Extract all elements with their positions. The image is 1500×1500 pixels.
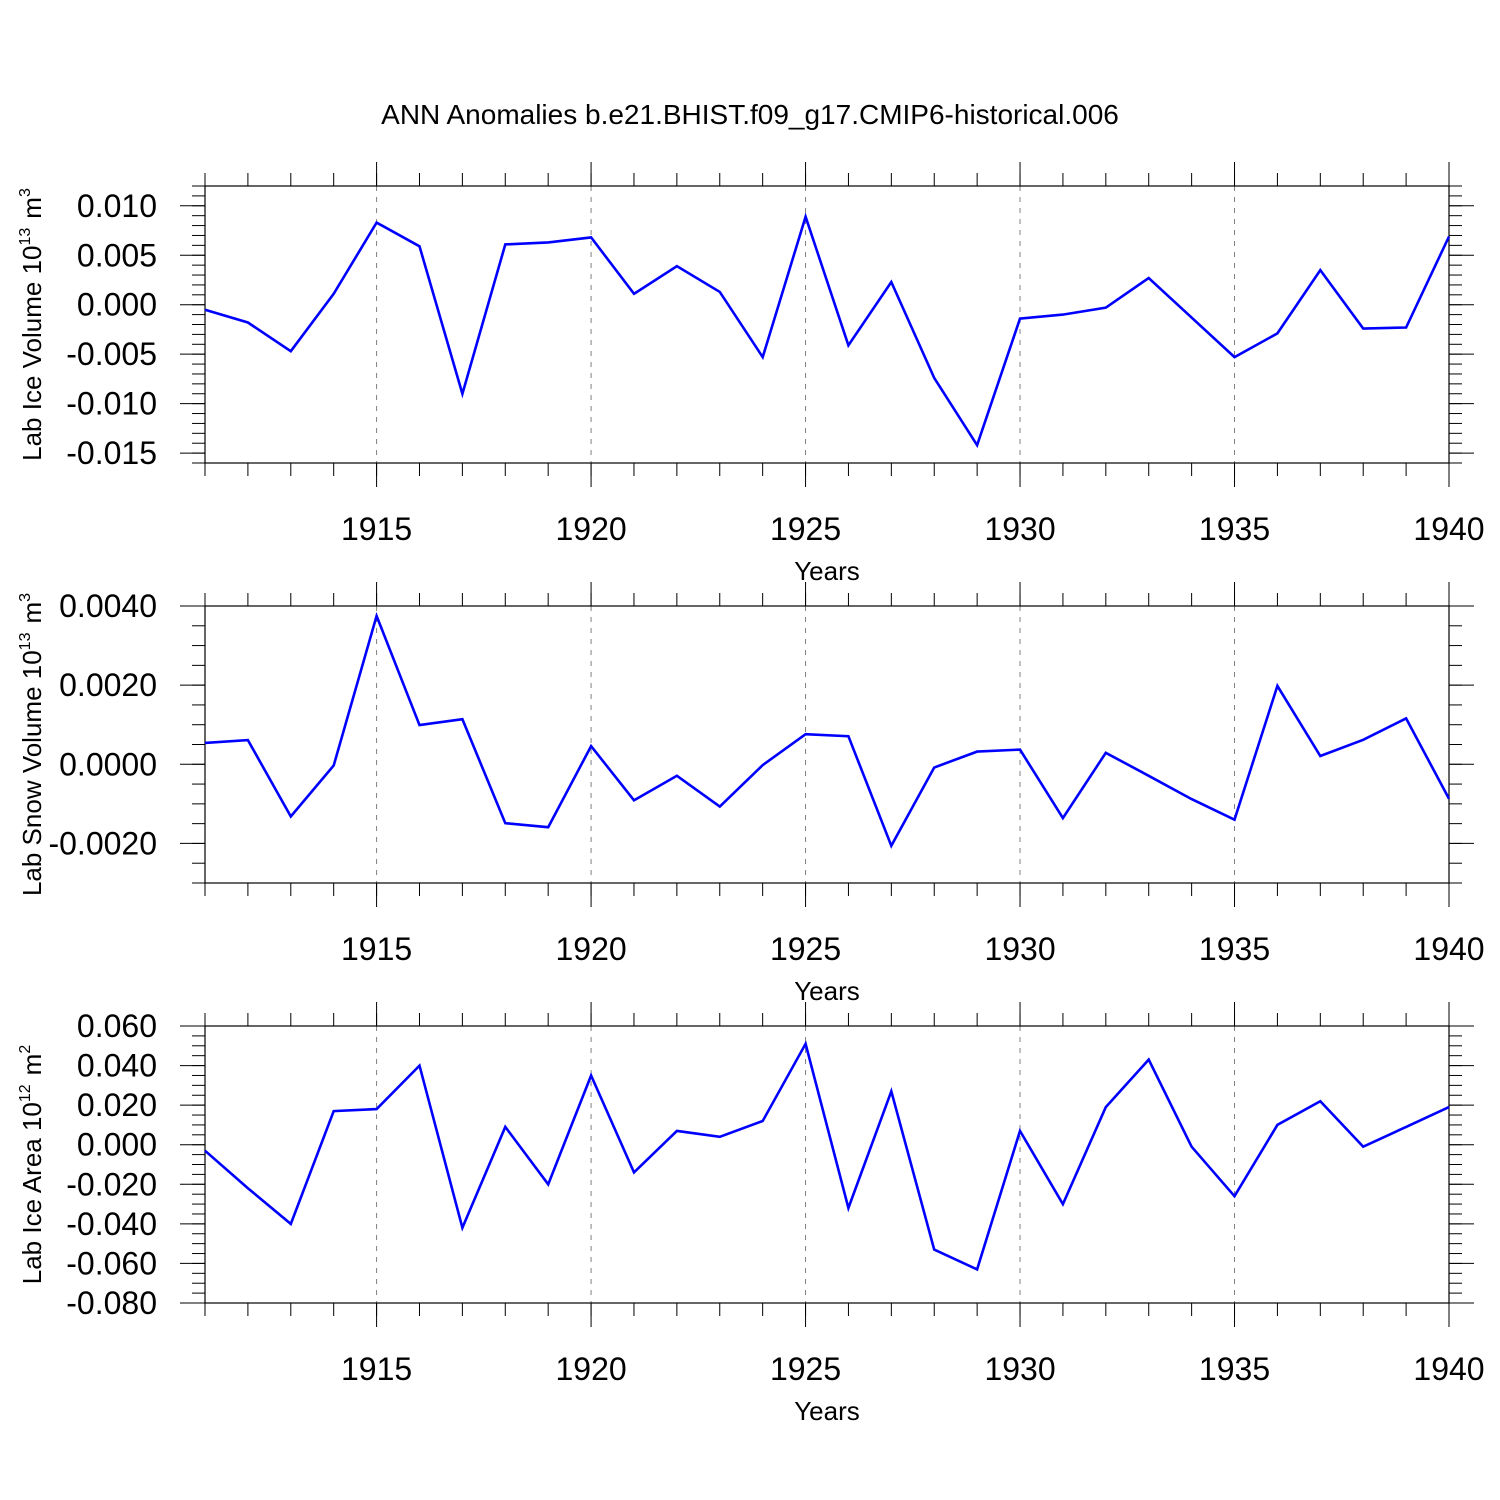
ice-volume-y-axis-title-unit-exponent: 3 — [17, 188, 34, 197]
ice-area-y-tick-label: -0.060 — [66, 1245, 157, 1281]
snow-volume-x-tick-label: 1940 — [1413, 931, 1484, 967]
ice-volume-y-axis-title: Lab Ice Volume 1013 m3 — [17, 188, 47, 461]
ice-area-x-tick-label: 1940 — [1413, 1351, 1484, 1387]
ice-volume-y-axis-title-text: Lab Ice Volume 10 — [17, 245, 47, 460]
ice-area-series-line — [204, 1040, 1450, 1272]
ice-volume-series-line — [204, 212, 1451, 449]
ice-volume-y-tick-label: 0.005 — [77, 237, 157, 273]
ice-area-x-tick-label: 1915 — [341, 1351, 412, 1387]
ice-area-y-tick-label: -0.080 — [66, 1285, 157, 1321]
snow-volume-y-tick-label: -0.0020 — [48, 825, 157, 861]
snow-volume-x-tick-label: 1915 — [341, 931, 412, 967]
ice-volume-y-tick-label: -0.005 — [66, 336, 157, 372]
snow-volume-x-tick-label: 1925 — [770, 931, 841, 967]
snow-volume-series-line — [204, 611, 1451, 849]
snow-volume-y-tick-label: 0.0000 — [59, 746, 157, 782]
snow-volume-y-tick-label: 0.0020 — [59, 667, 157, 703]
snow-volume-x-tick-label: 1930 — [984, 931, 1055, 967]
ice-volume-y-tick-label: -0.015 — [66, 435, 157, 471]
ice-area-x-tick-label: 1925 — [770, 1351, 841, 1387]
ice-area-y-axis-title-unit: m — [17, 1054, 47, 1076]
ice-area-y-axis-title-unit-exponent: 2 — [17, 1045, 34, 1054]
ice-volume-x-tick-label: 1930 — [984, 511, 1055, 547]
ice-volume-x-axis-title: Years — [794, 556, 860, 586]
ice-area-y-tick-label: 0.020 — [77, 1087, 157, 1123]
ice-volume-y-axis-title-unit: m — [17, 197, 47, 219]
ice-volume-x-tick-label: 1915 — [341, 511, 412, 547]
ice-volume-x-tick-label: 1920 — [555, 511, 626, 547]
snow-volume-y-axis-title-unit-exponent: 3 — [17, 593, 34, 602]
snow-volume-x-tick-label: 1935 — [1199, 931, 1270, 967]
ice-volume-x-tick-label: 1940 — [1413, 511, 1484, 547]
ice-volume-y-axis-title-exponent: 13 — [17, 228, 34, 246]
ice-area-x-tick-label: 1930 — [984, 1351, 1055, 1387]
ice-volume-y-tick-label: 0.000 — [77, 287, 157, 323]
ice-area-y-axis-title: Lab Ice Area 1012 m2 — [17, 1045, 47, 1285]
figure-title: ANN Anomalies b.e21.BHIST.f09_g17.CMIP6-… — [381, 99, 1119, 130]
ice-area-y-axis-title-exponent: 12 — [17, 1084, 34, 1102]
snow-volume-y-axis-title-unit: m — [17, 602, 47, 624]
snow-volume-x-axis-title: Years — [794, 976, 860, 1006]
snow-volume-x-tick-label: 1920 — [555, 931, 626, 967]
ice-area-x-tick-label: 1920 — [555, 1351, 626, 1387]
ice-area-x-tick-label: 1935 — [1199, 1351, 1270, 1387]
snow-volume-plot-frame — [204, 605, 1450, 884]
snow-volume-y-axis-title-exponent: 13 — [17, 632, 34, 650]
snow-volume-y-tick-label: 0.0040 — [59, 588, 157, 624]
ice-volume-plot-frame — [204, 185, 1450, 464]
ice-area-plot-frame — [204, 1025, 1450, 1304]
snow-volume-y-axis-title-text: Lab Snow Volume 10 — [17, 650, 47, 896]
ice-area-y-tick-label: 0.000 — [77, 1127, 157, 1163]
ice-area-y-tick-label: 0.060 — [77, 1008, 157, 1044]
ice-volume-x-tick-label: 1935 — [1199, 511, 1270, 547]
ice-area-y-axis-title-text: Lab Ice Area 10 — [17, 1102, 47, 1284]
ice-area-y-tick-label: 0.040 — [77, 1048, 157, 1084]
ice-volume-y-tick-label: 0.010 — [77, 188, 157, 224]
ice-area-x-axis-title: Years — [794, 1396, 860, 1426]
ice-area-y-tick-label: -0.020 — [66, 1166, 157, 1202]
snow-volume-y-axis-title: Lab Snow Volume 1013 m3 — [17, 593, 47, 896]
ice-area-y-tick-label: -0.040 — [66, 1206, 157, 1242]
ice-volume-x-tick-label: 1925 — [770, 511, 841, 547]
ice-volume-y-tick-label: -0.010 — [66, 386, 157, 422]
ice-volume-panel: 0.010 0.005 0.000 -0.005 -0.010 -0.015 1915 192… — [17, 162, 1485, 586]
snow-volume-panel: 0.0040 0.0020 0.0000 -0.0020 1915 1920 1925 193… — [17, 582, 1485, 1006]
